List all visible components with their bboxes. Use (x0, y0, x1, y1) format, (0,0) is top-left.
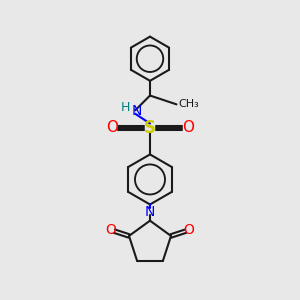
Text: N: N (145, 205, 155, 219)
Text: N: N (131, 104, 142, 118)
Text: O: O (184, 223, 194, 237)
Text: S: S (144, 119, 156, 137)
Text: O: O (182, 120, 194, 135)
Text: O: O (106, 223, 116, 237)
Text: H: H (121, 101, 130, 114)
Text: O: O (106, 120, 118, 135)
Text: CH₃: CH₃ (178, 99, 199, 110)
